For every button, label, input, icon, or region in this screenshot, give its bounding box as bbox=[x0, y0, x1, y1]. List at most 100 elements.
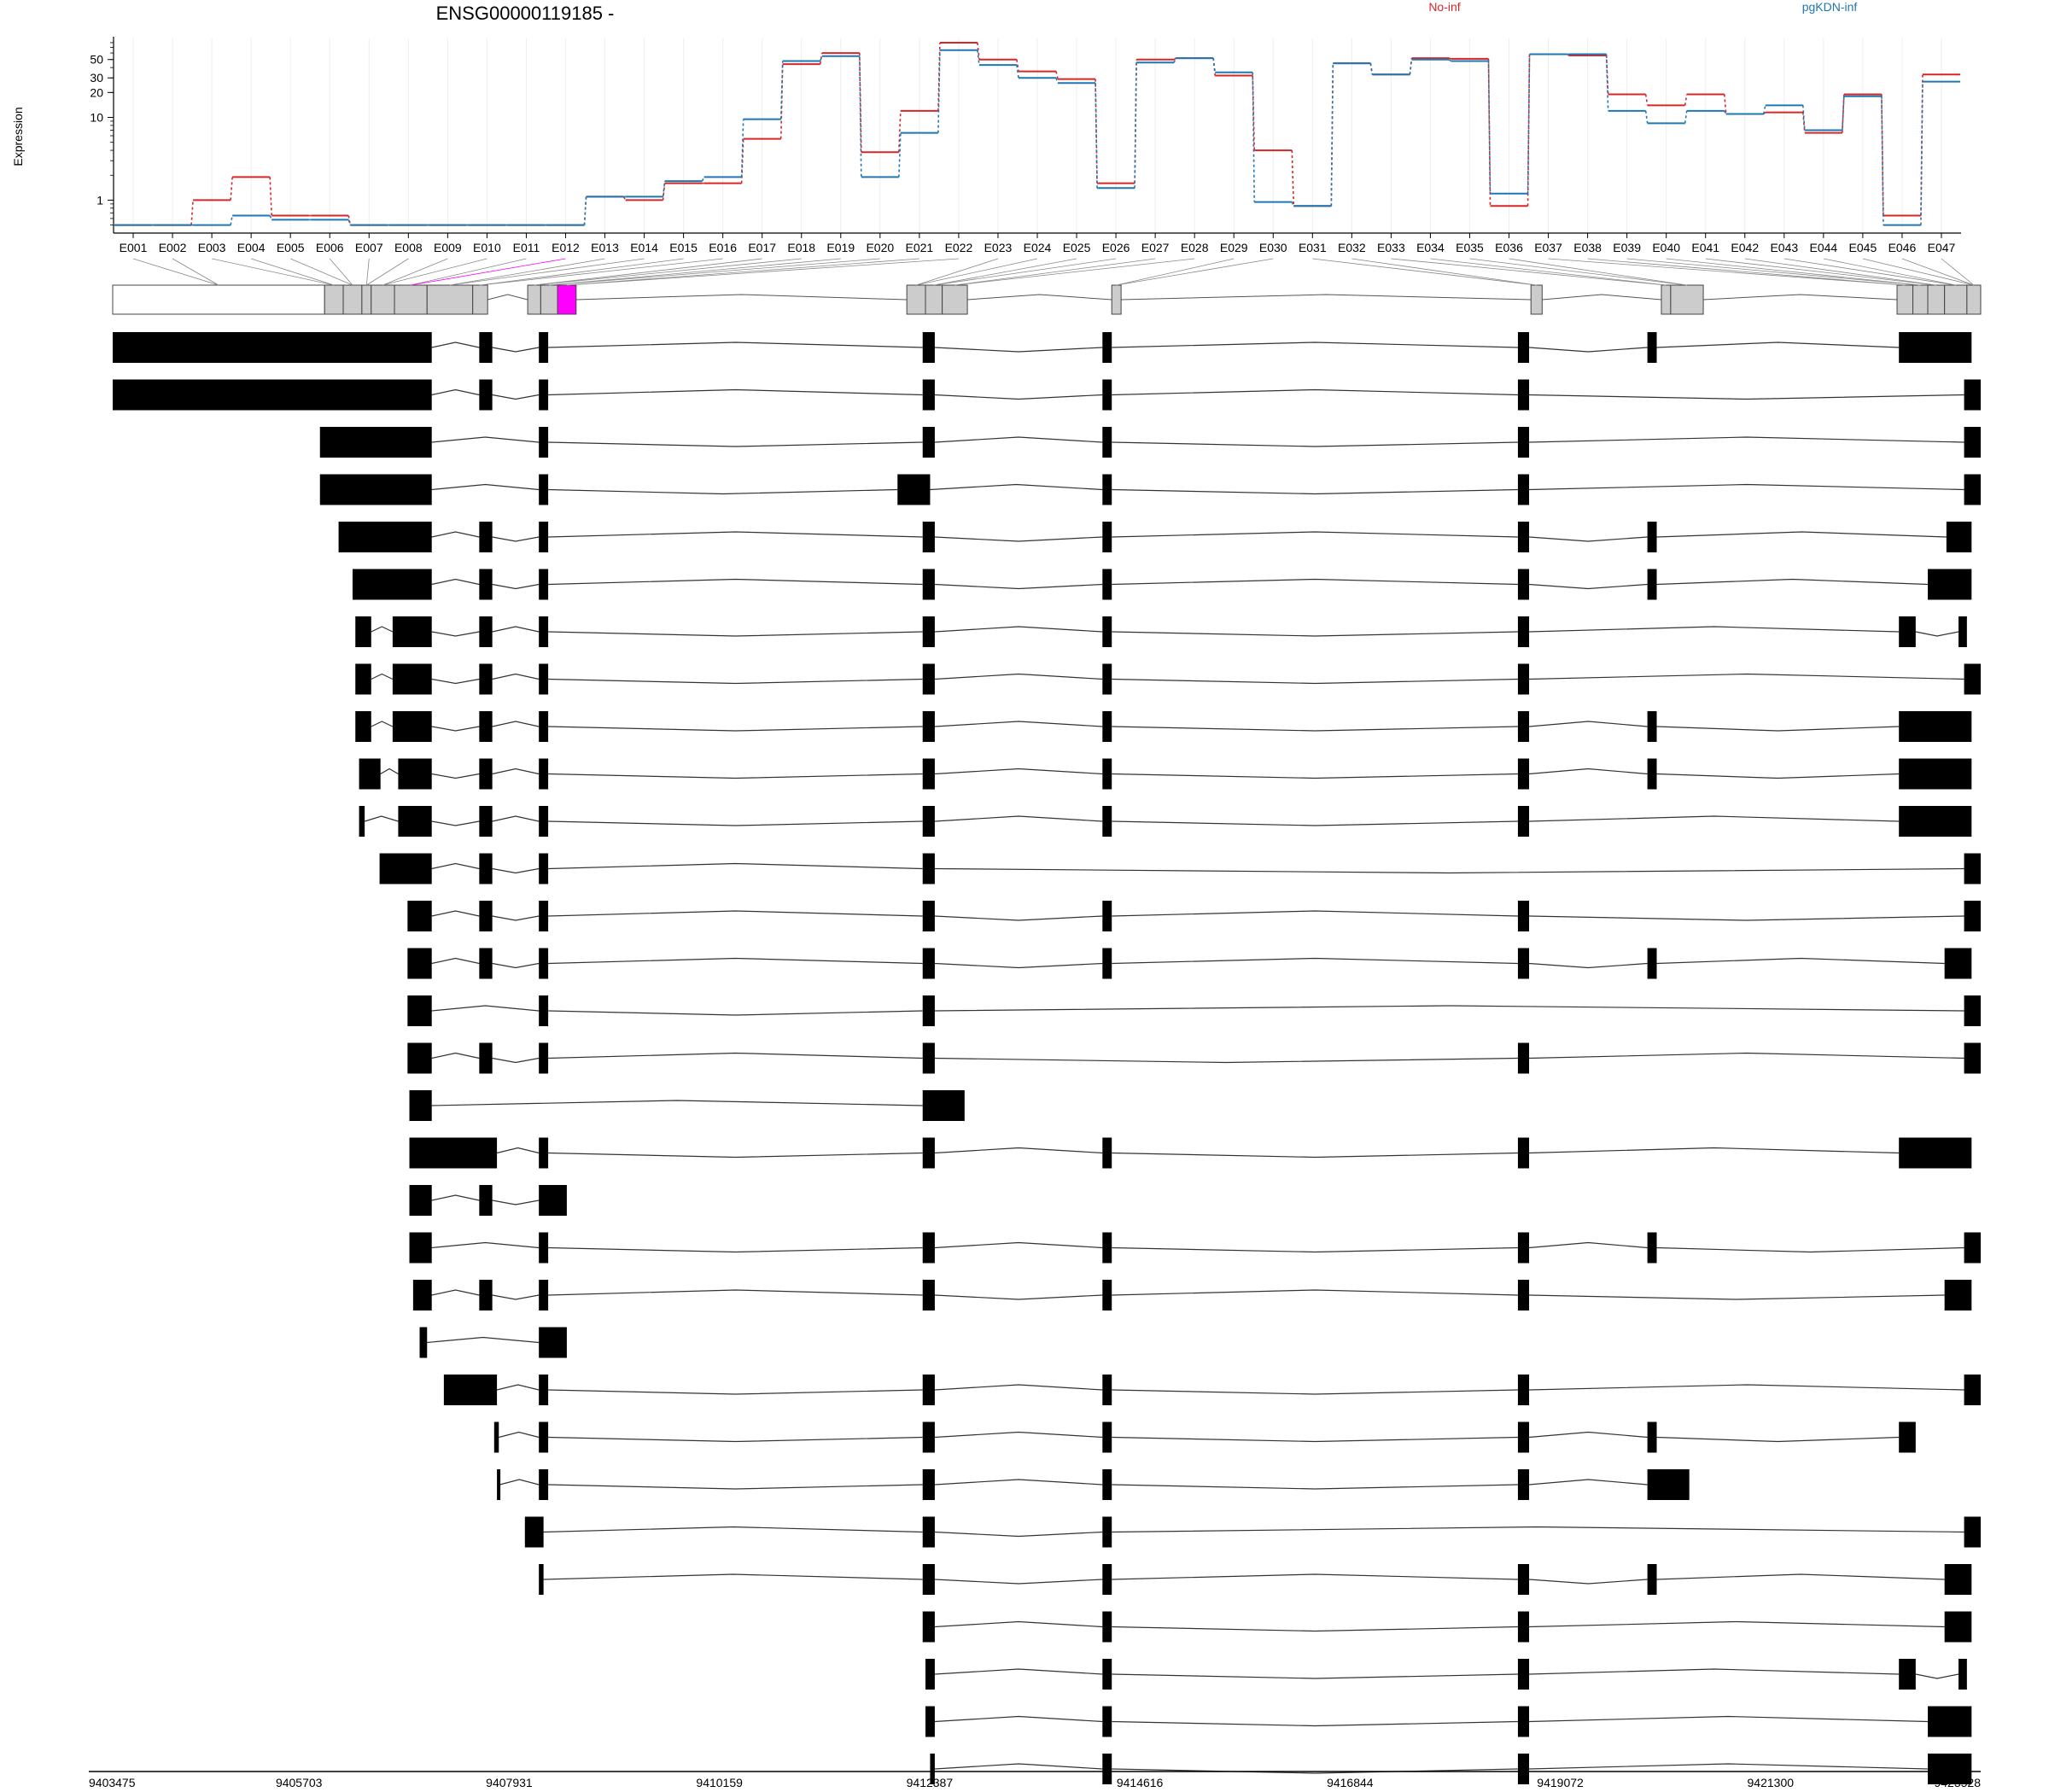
transcript-exon bbox=[1647, 1564, 1657, 1595]
transcript-intron bbox=[1112, 388, 1518, 396]
exon-connector bbox=[1116, 258, 1274, 286]
series-connector bbox=[1881, 96, 1884, 225]
x-tick-label: E042 bbox=[1731, 241, 1759, 254]
transcript-exon bbox=[922, 569, 935, 600]
transcript-exon bbox=[922, 379, 935, 411]
transcript-exon bbox=[925, 1706, 935, 1737]
x-tick-label: E010 bbox=[473, 241, 501, 254]
gene-model-intron bbox=[1542, 294, 1662, 301]
y-tick-label: 50 bbox=[90, 53, 103, 67]
gene-model-exon bbox=[1670, 284, 1704, 315]
x-tick-label: E031 bbox=[1299, 241, 1327, 254]
series-connector bbox=[1134, 62, 1137, 189]
chart-title: ENSG00000119185 - bbox=[436, 3, 615, 24]
transcript-exon bbox=[1517, 569, 1530, 600]
transcript-exon bbox=[922, 616, 935, 647]
transcript-intron bbox=[543, 1526, 923, 1533]
transcript-exon bbox=[922, 853, 935, 884]
transcript-intron bbox=[548, 678, 923, 685]
transcript-exon bbox=[1102, 1564, 1112, 1595]
transcript-exon bbox=[1517, 1042, 1530, 1074]
transcript-exon bbox=[1517, 1564, 1530, 1595]
y-tick-label: 10 bbox=[90, 110, 103, 124]
series-connector bbox=[1016, 59, 1019, 72]
transcript-intron bbox=[1529, 436, 1964, 443]
x-tick-label: E013 bbox=[591, 241, 619, 254]
transcript-intron bbox=[1915, 1673, 1959, 1679]
transcript-exon bbox=[1928, 569, 1972, 600]
transcript-intron bbox=[1112, 1720, 1518, 1727]
transcript-exon bbox=[1964, 1042, 1981, 1074]
x-tick-label: E026 bbox=[1102, 241, 1130, 254]
transcript-intron bbox=[431, 1100, 923, 1106]
transcript-intron bbox=[548, 1436, 923, 1443]
transcript-intron bbox=[431, 678, 480, 685]
transcript-intron bbox=[1529, 1715, 1929, 1723]
transcript-exon bbox=[1102, 1659, 1112, 1690]
exon-connector bbox=[1548, 258, 1906, 286]
transcript-exon bbox=[1102, 1754, 1112, 1784]
transcript-exon bbox=[409, 1232, 432, 1264]
transcript-intron bbox=[548, 578, 923, 586]
transcript-intron bbox=[431, 1052, 480, 1059]
transcript-exon bbox=[1102, 711, 1112, 742]
gene-model-exon bbox=[1912, 284, 1929, 315]
transcript-intron bbox=[1529, 1384, 1964, 1391]
x-tick-label: E032 bbox=[1338, 241, 1366, 254]
series-connector bbox=[347, 215, 352, 225]
exon-connector bbox=[915, 258, 1038, 286]
series-connector bbox=[1605, 54, 1609, 111]
x-tick-label: E044 bbox=[1809, 241, 1837, 254]
transcript-intron bbox=[492, 583, 540, 590]
transcript-exon bbox=[443, 1375, 498, 1405]
transcript-exon bbox=[398, 758, 432, 790]
transcript-intron bbox=[1529, 915, 1964, 921]
transcript-row bbox=[379, 853, 1981, 884]
transcript-intron bbox=[934, 1005, 1964, 1012]
transcript-intron bbox=[1529, 1620, 1945, 1628]
transcript-intron bbox=[1528, 1431, 1648, 1439]
transcript-exon bbox=[479, 379, 493, 411]
transcript-intron bbox=[1528, 768, 1648, 775]
transcript-intron bbox=[548, 1484, 923, 1490]
transcript-exon bbox=[539, 1421, 549, 1453]
genome-tick-label: 9423528 bbox=[1934, 1776, 1981, 1789]
transcript-exon bbox=[539, 1185, 567, 1216]
exon-connector bbox=[1666, 258, 1921, 286]
transcript-intron bbox=[492, 394, 540, 400]
genome-tick-label: 9405703 bbox=[276, 1776, 323, 1789]
exon-connector bbox=[1626, 258, 1921, 286]
exon-connector bbox=[329, 258, 353, 286]
transcript-intron bbox=[1529, 1668, 1900, 1675]
transcript-intron bbox=[371, 721, 394, 727]
transcript-intron bbox=[431, 773, 480, 779]
transcript-exon bbox=[1946, 522, 1972, 552]
transcript-exon bbox=[1517, 379, 1530, 411]
transcript-intron bbox=[934, 583, 1103, 590]
series-connector bbox=[1291, 150, 1295, 207]
transcript-intron bbox=[1915, 631, 1959, 637]
transcript-intron bbox=[492, 1057, 540, 1064]
transcript-row bbox=[497, 1469, 1690, 1500]
transcript-intron bbox=[364, 815, 399, 822]
transcript-intron bbox=[1112, 1526, 1964, 1533]
transcript-exon bbox=[1102, 474, 1112, 505]
transcript-exon bbox=[922, 1516, 935, 1548]
gene-model-exon bbox=[557, 284, 577, 315]
x-tick-label: E021 bbox=[906, 241, 934, 254]
series-connector bbox=[1487, 61, 1492, 194]
transcript-exon bbox=[479, 522, 493, 552]
transcript-intron bbox=[1529, 1294, 1945, 1300]
series-connector bbox=[269, 177, 272, 216]
genome-tick-label: 9403475 bbox=[89, 1776, 136, 1789]
exon-connector bbox=[1587, 258, 1906, 286]
transcript-exon bbox=[419, 1327, 428, 1358]
transcript-intron bbox=[431, 820, 480, 826]
transcript-row bbox=[352, 569, 1972, 600]
exon-connector bbox=[449, 258, 645, 286]
transcript-intron bbox=[1528, 1241, 1648, 1249]
transcript-exon bbox=[922, 1375, 935, 1405]
transcript-intron bbox=[1528, 347, 1648, 353]
transcript-exon bbox=[1102, 427, 1112, 458]
transcript-intron bbox=[548, 726, 923, 732]
